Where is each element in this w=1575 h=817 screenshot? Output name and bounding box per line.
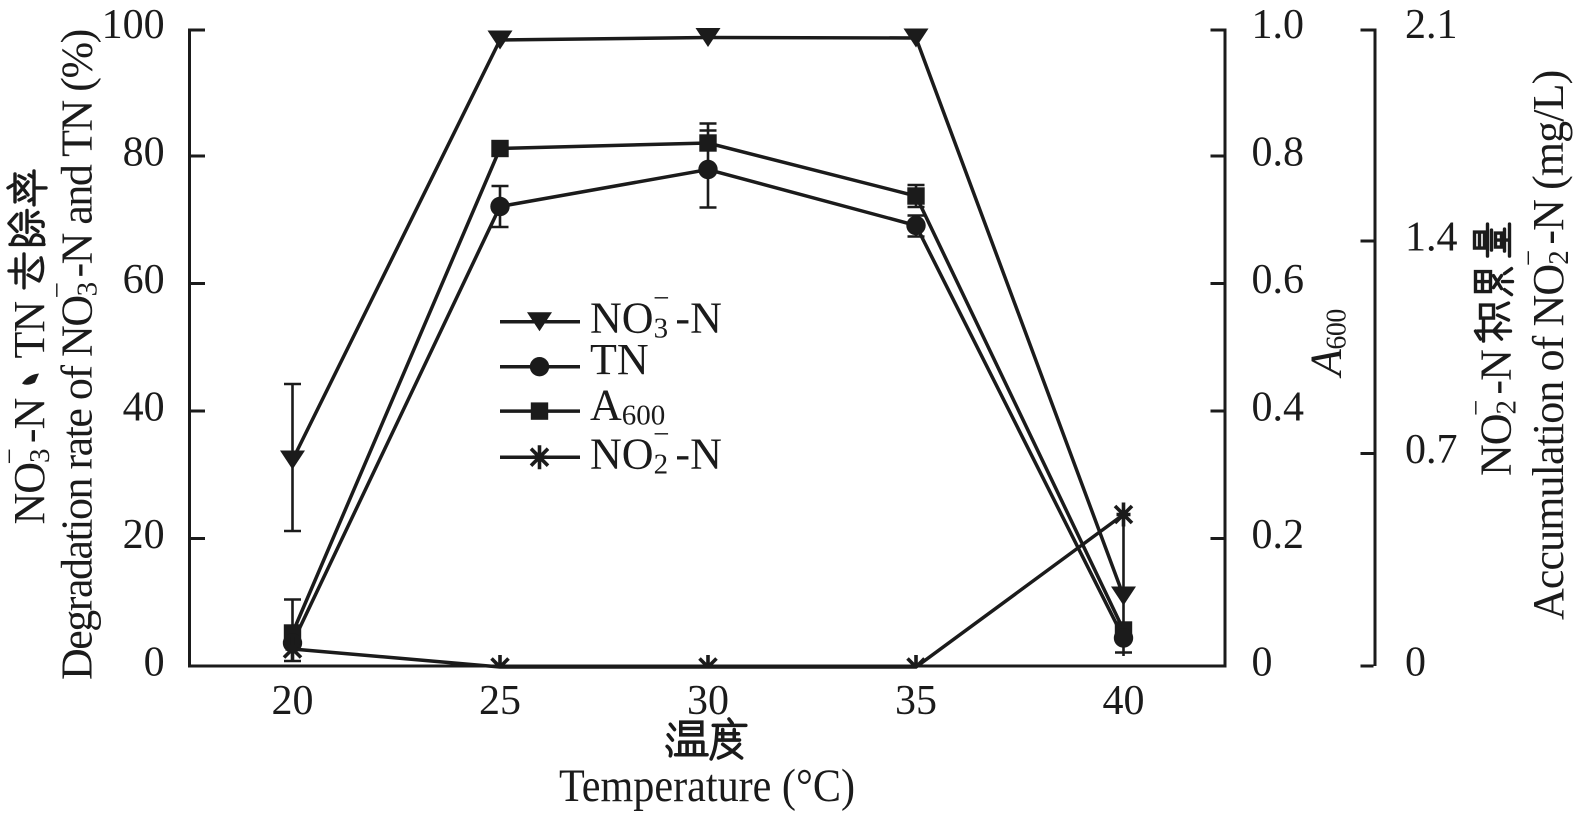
svg-text:40: 40: [1103, 678, 1145, 724]
svg-text:Temperature (°C): Temperature (°C): [559, 760, 855, 812]
svg-text:0: 0: [144, 640, 165, 686]
svg-text:NO3−-N: NO3−-N: [590, 283, 722, 345]
svg-text:0.4: 0.4: [1252, 385, 1305, 431]
svg-text:40: 40: [123, 385, 165, 431]
svg-text:25: 25: [479, 678, 521, 724]
svg-text:0: 0: [1252, 640, 1273, 686]
svg-text:0.8: 0.8: [1252, 130, 1305, 176]
svg-text:80: 80: [123, 130, 165, 176]
svg-text:NO2−-N: NO2−-N: [1461, 350, 1523, 476]
svg-text:0.2: 0.2: [1252, 512, 1305, 558]
svg-text:0: 0: [1405, 640, 1426, 686]
svg-text:30: 30: [687, 678, 729, 724]
svg-text:100: 100: [102, 2, 165, 48]
svg-text:20: 20: [123, 512, 165, 558]
svg-text:0.6: 0.6: [1252, 257, 1305, 303]
svg-text:20: 20: [272, 678, 314, 724]
svg-text:1.0: 1.0: [1252, 2, 1305, 48]
svg-text:35: 35: [895, 678, 937, 724]
svg-text:NO3−-N: NO3−-N: [0, 398, 56, 524]
svg-text:2.1: 2.1: [1405, 2, 1458, 48]
svg-text:Accumulation of NO2−-N (mg/L): Accumulation of NO2−-N (mg/L): [1513, 71, 1575, 620]
svg-text:NO2−-N: NO2−-N: [590, 418, 722, 480]
svg-text:TN: TN: [590, 335, 649, 384]
svg-text:0.7: 0.7: [1405, 427, 1458, 473]
svg-text:TN: TN: [5, 302, 54, 359]
svg-text:1.4: 1.4: [1405, 215, 1458, 261]
svg-text:Degradation rate of NO3−-N and: Degradation rate of NO3−-N and TN (%): [42, 30, 104, 680]
svg-text:60: 60: [123, 257, 165, 303]
